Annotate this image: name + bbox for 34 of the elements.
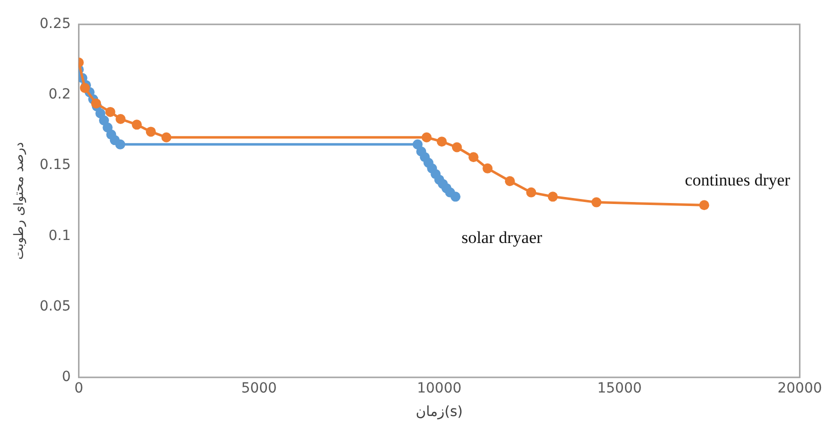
- point: [91, 98, 102, 108]
- y-tick-label: 0.05: [40, 298, 71, 314]
- point: [468, 152, 478, 162]
- point: [115, 139, 126, 150]
- point: [161, 132, 172, 142]
- x-axis-title: زمان(s): [416, 404, 463, 420]
- x-tick-label: 10000: [416, 380, 462, 396]
- point: [80, 82, 90, 93]
- x-tick-label: 15000: [597, 380, 642, 396]
- x-tick-label: 20000: [777, 380, 822, 396]
- point: [436, 136, 447, 147]
- y-axis-title: درصد محتوای رطوبت: [12, 142, 28, 260]
- point: [548, 192, 558, 202]
- y-tick-label: 0.15: [40, 157, 71, 174]
- point: [422, 132, 432, 142]
- series-label: solar dryaer: [461, 228, 543, 248]
- point: [526, 187, 536, 198]
- y-tick-label: 0: [62, 369, 71, 386]
- point: [132, 120, 142, 130]
- point: [699, 200, 710, 210]
- point: [591, 197, 602, 208]
- point: [105, 106, 116, 117]
- point: [146, 126, 156, 137]
- series-label: continues dryer: [684, 170, 791, 190]
- point: [450, 192, 460, 202]
- point: [116, 114, 126, 124]
- point: [482, 163, 493, 174]
- point: [452, 142, 462, 152]
- y-tick-label: 0.1: [48, 228, 71, 244]
- y-tick-label: 0.25: [40, 16, 71, 32]
- y-tick-label: 0.2: [48, 86, 71, 103]
- point: [504, 176, 515, 186]
- x-tick-label: 0: [74, 380, 84, 396]
- x-tick-label: 5000: [241, 380, 277, 396]
